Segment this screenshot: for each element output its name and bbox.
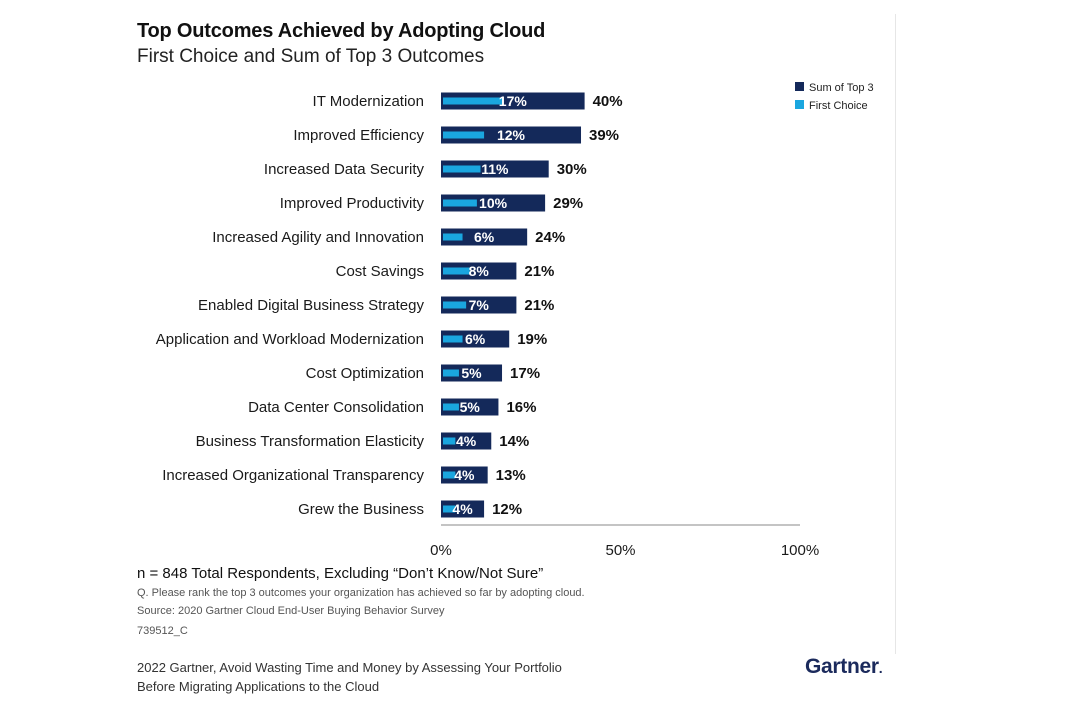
bar-first-choice bbox=[443, 199, 477, 207]
first-choice-value-label: 12% bbox=[497, 127, 526, 143]
gartner-logo: Gartner. bbox=[805, 655, 883, 679]
bar-sum-top3 bbox=[441, 262, 517, 280]
category-label: Improved Efficiency bbox=[293, 127, 424, 144]
first-choice-value-label: 8% bbox=[469, 263, 490, 279]
category-label: Application and Workload Modernization bbox=[156, 331, 424, 348]
chart-title: Top Outcomes Achieved by Adopting Cloud bbox=[137, 20, 546, 42]
bar-first-choice bbox=[443, 131, 485, 139]
footer-citation: 2022 Gartner, Avoid Wasting Time and Mon… bbox=[137, 658, 657, 696]
bar-sum-top3 bbox=[441, 126, 582, 144]
sum-top3-value-label: 17% bbox=[510, 365, 540, 382]
first-choice-value-label: 10% bbox=[479, 195, 508, 211]
legend-label-first-choice: First Choice bbox=[809, 100, 868, 112]
category-label: Grew the Business bbox=[298, 501, 424, 518]
bar-sum-top3 bbox=[441, 364, 503, 382]
bar-first-choice bbox=[443, 437, 456, 445]
x-tick-label: 100% bbox=[781, 542, 819, 559]
sum-top3-value-label: 21% bbox=[524, 263, 554, 280]
bar-sum-top3 bbox=[441, 160, 549, 178]
question-note: Q. Please rank the top 3 outcomes your o… bbox=[137, 587, 585, 599]
legend-label-sum-top3: Sum of Top 3 bbox=[809, 82, 874, 94]
bar-sum-top3 bbox=[441, 194, 546, 212]
first-choice-value-label: 7% bbox=[469, 297, 490, 313]
sum-top3-value-label: 19% bbox=[517, 331, 547, 348]
legend-swatch-sum-top3 bbox=[795, 82, 804, 91]
sum-top3-value-label: 24% bbox=[535, 229, 565, 246]
first-choice-value-label: 17% bbox=[499, 93, 528, 109]
bar-first-choice bbox=[443, 301, 467, 309]
category-label: Increased Agility and Innovation bbox=[212, 229, 424, 246]
logo-text: Gartner bbox=[805, 655, 879, 678]
logo-dot: . bbox=[878, 660, 883, 676]
bar-first-choice bbox=[443, 165, 481, 173]
bar-sum-top3 bbox=[441, 500, 485, 518]
sum-top3-value-label: 39% bbox=[589, 127, 619, 144]
bar-sum-top3 bbox=[441, 466, 488, 484]
category-label: IT Modernization bbox=[313, 93, 424, 110]
bar-first-choice bbox=[443, 403, 459, 411]
first-choice-value-label: 6% bbox=[474, 229, 495, 245]
sum-top3-value-label: 16% bbox=[506, 399, 536, 416]
bar-first-choice bbox=[443, 97, 503, 105]
category-label: Cost Optimization bbox=[306, 365, 424, 382]
bar-sum-top3 bbox=[441, 432, 492, 450]
category-label: Data Center Consolidation bbox=[248, 399, 424, 416]
category-label: Improved Productivity bbox=[280, 195, 425, 212]
sum-top3-value-label: 13% bbox=[496, 467, 526, 484]
first-choice-value-label: 4% bbox=[452, 501, 473, 517]
sum-top3-value-label: 12% bbox=[492, 501, 522, 518]
sum-top3-value-label: 14% bbox=[499, 433, 529, 450]
first-choice-value-label: 11% bbox=[481, 161, 509, 177]
chart-subtitle: First Choice and Sum of Top 3 Outcomes bbox=[137, 46, 485, 67]
first-choice-value-label: 4% bbox=[456, 433, 477, 449]
x-tick-label: 0% bbox=[430, 542, 452, 559]
first-choice-value-label: 4% bbox=[454, 467, 475, 483]
bar-first-choice bbox=[443, 267, 470, 275]
x-tick-label: 50% bbox=[605, 542, 635, 559]
bar-first-choice bbox=[443, 471, 456, 479]
bar-sum-top3 bbox=[441, 228, 528, 246]
first-choice-value-label: 6% bbox=[465, 331, 486, 347]
figure-id: 739512_C bbox=[137, 625, 188, 637]
category-label: Increased Data Security bbox=[264, 161, 425, 178]
source-note: Source: 2020 Gartner Cloud End-User Buyi… bbox=[137, 605, 445, 617]
respondents-note: n = 848 Total Respondents, Excluding “Do… bbox=[137, 565, 544, 582]
bar-first-choice bbox=[443, 369, 459, 377]
legend-swatch-first-choice bbox=[795, 100, 804, 109]
footer-line-2: Before Migrating Applications to the Clo… bbox=[137, 679, 380, 694]
bar-first-choice bbox=[443, 505, 456, 513]
first-choice-value-label: 5% bbox=[461, 365, 482, 381]
frame-divider bbox=[895, 14, 896, 654]
bar-sum-top3 bbox=[441, 92, 585, 110]
category-label: Increased Organizational Transparency bbox=[162, 467, 424, 484]
bar-sum-top3 bbox=[441, 330, 510, 348]
bar-first-choice bbox=[443, 335, 463, 343]
category-label: Enabled Digital Business Strategy bbox=[198, 297, 424, 314]
bar-sum-top3 bbox=[441, 296, 517, 314]
first-choice-value-label: 5% bbox=[460, 399, 481, 415]
sum-top3-value-label: 29% bbox=[553, 195, 583, 212]
bar-first-choice bbox=[443, 233, 463, 241]
footer-line-1: 2022 Gartner, Avoid Wasting Time and Mon… bbox=[137, 660, 562, 675]
category-label: Business Transformation Elasticity bbox=[196, 433, 425, 450]
sum-top3-value-label: 30% bbox=[557, 161, 587, 178]
category-label: Cost Savings bbox=[336, 263, 424, 280]
bar-sum-top3 bbox=[441, 398, 499, 416]
sum-top3-value-label: 40% bbox=[593, 93, 623, 110]
sum-top3-value-label: 21% bbox=[524, 297, 554, 314]
